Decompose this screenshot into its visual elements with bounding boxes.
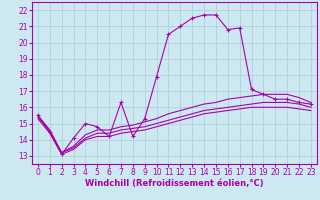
X-axis label: Windchill (Refroidissement éolien,°C): Windchill (Refroidissement éolien,°C) <box>85 179 264 188</box>
